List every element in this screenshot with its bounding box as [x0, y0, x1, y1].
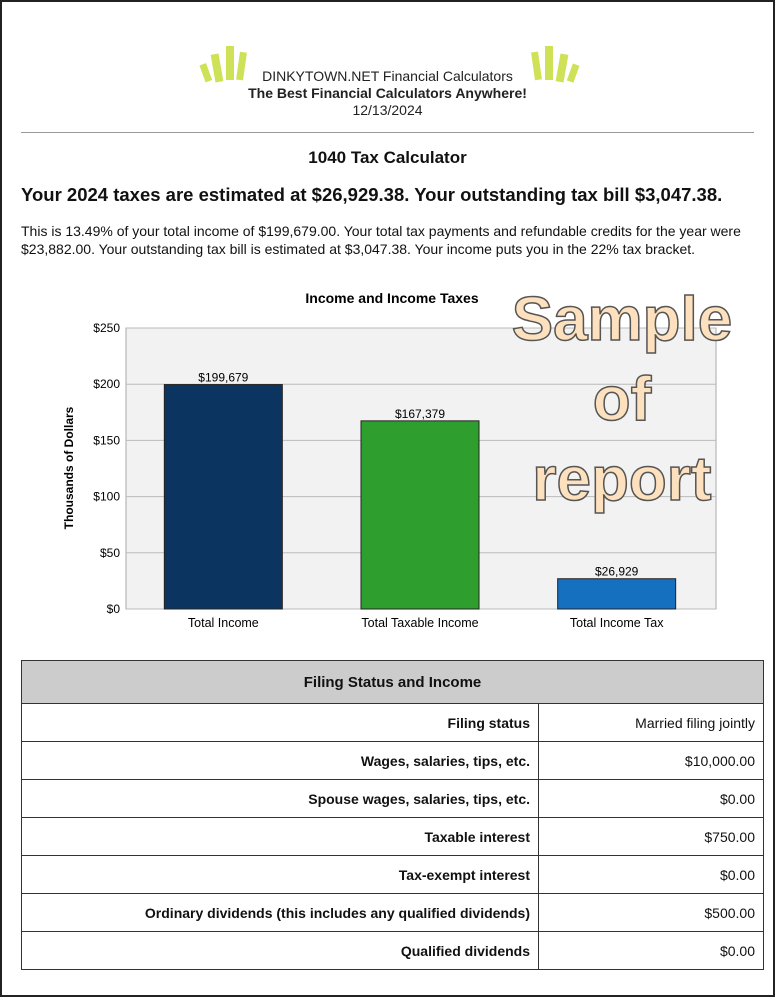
table-row: Taxable interest $750.00	[21, 817, 764, 856]
y-axis-label: Thousands of Dollars	[62, 406, 76, 529]
tagline: The Best Financial Calculators Anywhere!	[248, 85, 527, 101]
row-value: $0.00	[538, 779, 764, 818]
table-row: Qualified dividends $0.00	[21, 931, 764, 970]
row-label: Wages, salaries, tips, etc.	[21, 741, 539, 780]
y-tick-label: $50	[100, 546, 120, 560]
table-row: Wages, salaries, tips, etc. $10,000.00	[21, 741, 764, 780]
bar-value-label: $199,679	[198, 371, 248, 385]
table-row: Filing status Married filing jointly	[21, 703, 764, 742]
summary-paragraph: This is 13.49% of your total income of $…	[21, 223, 741, 257]
bar	[360, 420, 480, 610]
x-tick-label: Total Income	[188, 616, 259, 630]
chart-title: Income and Income Taxes	[305, 290, 478, 306]
bar-value-label: $26,929	[595, 565, 639, 579]
row-value: $500.00	[538, 893, 764, 932]
bar	[163, 384, 283, 610]
row-value: $750.00	[538, 817, 764, 856]
filing-status-table: Filing Status and Income Filing status Ma…	[21, 660, 764, 970]
income-chart: Income and Income Taxes Thousands of Doll…	[62, 290, 717, 630]
row-value: $10,000.00	[538, 741, 764, 780]
report-date: 12/13/2024	[352, 102, 423, 118]
table-row: Tax-exempt interest $0.00	[21, 855, 764, 894]
y-tick-label: $0	[107, 602, 121, 616]
row-label: Qualified dividends	[21, 931, 539, 970]
table-heading: Filing Status and Income	[21, 660, 764, 704]
row-label: Ordinary dividends (this includes any qu…	[21, 893, 539, 932]
header: DINKYTOWN.NET Financial Calculators The …	[2, 68, 773, 119]
x-tick-label: Total Taxable Income	[361, 616, 478, 630]
table-row: Ordinary dividends (this includes any qu…	[21, 893, 764, 932]
row-label: Tax-exempt interest	[21, 855, 539, 894]
row-value: $0.00	[538, 931, 764, 970]
row-value: Married filing jointly	[538, 703, 764, 742]
bar	[557, 578, 677, 610]
brand: DINKYTOWN.NET Financial Calculators	[262, 68, 513, 84]
row-value: $0.00	[538, 855, 764, 894]
bar-value-label: $167,379	[395, 407, 445, 421]
row-label: Spouse wages, salaries, tips, etc.	[21, 779, 539, 818]
x-tick-label: Total Income Tax	[570, 616, 664, 630]
divider	[21, 132, 754, 133]
row-label: Filing status	[21, 703, 539, 742]
y-tick-label: $100	[93, 490, 120, 504]
y-tick-label: $200	[93, 377, 120, 391]
logo-rays-right-icon	[531, 46, 580, 83]
row-label: Taxable interest	[21, 817, 539, 856]
summary-heading: Your 2024 taxes are estimated at $26,929…	[21, 184, 723, 205]
table-row: Spouse wages, salaries, tips, etc. $0.00	[21, 779, 764, 818]
y-tick-label: $250	[93, 321, 120, 335]
logo-rays-left-icon	[199, 46, 247, 83]
y-tick-label: $150	[93, 433, 120, 447]
page-title: 1040 Tax Calculator	[308, 148, 467, 167]
